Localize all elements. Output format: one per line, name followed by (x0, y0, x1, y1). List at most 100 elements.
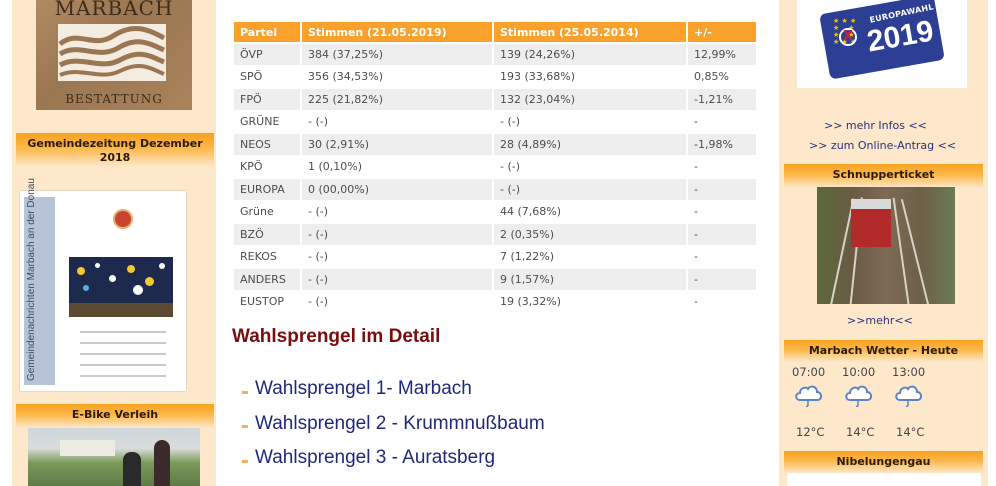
votes-2014-cell: 44 (7,68%) (494, 201, 686, 222)
table-row: ANDERS - (-) 9 (1,57%) - (234, 269, 756, 290)
rain-cloud-icon (894, 383, 944, 413)
table-row: BZÖ - (-) 2 (0,35%) - (234, 224, 756, 245)
party-cell: KPÖ (234, 156, 300, 177)
crest-icon (113, 209, 133, 229)
votes-2019-cell: - (-) (302, 246, 492, 267)
more-info-link[interactable]: >> mehr Infos << (824, 119, 927, 132)
weather-time: 07:00 (792, 365, 826, 379)
votes-2014-cell: - (-) (494, 111, 686, 132)
votes-2014-cell: 139 (24,26%) (494, 44, 686, 65)
table-row: ÖVP 384 (37,25%) 139 (24,26%) 12,99% (234, 44, 756, 65)
right-sidebar: ★ ★ ★ ★ ★ ★ ★ ★ ★ ★ X EUROPAWAHL 2019 >> me… (779, 0, 988, 486)
precinct-link-list: Wahlsprengel 1- Marbach Wahlsprengel 2 -… (242, 372, 545, 476)
votes-2014-cell: 19 (3,32%) (494, 291, 686, 312)
party-cell: Grüne (234, 201, 300, 222)
precinct-link-auratsberg[interactable]: Wahlsprengel 3 - Auratsberg (255, 447, 496, 469)
diff-cell: - (688, 246, 756, 267)
table-row: EUSTOP - (-) 19 (3,32%) - (234, 291, 756, 312)
column-header-party: Partei (234, 22, 300, 42)
votes-2019-cell: - (-) (302, 269, 492, 290)
ebike-header: E-Bike Verleih (16, 404, 214, 428)
table-row: SPÖ 356 (34,53%) 193 (33,68%) 0,85% (234, 66, 756, 87)
votes-2014-cell: 9 (1,57%) (494, 269, 686, 290)
gemeindezeitung-header: Gemeindezeitung Dezember 2018 (16, 133, 214, 167)
party-cell: SPÖ (234, 66, 300, 87)
bullet-icon (242, 459, 248, 463)
cover-spine-text: Gemeindenachrichten Marbach an der Donau (26, 178, 37, 381)
weather-header: Marbach Wetter - Heute (784, 340, 983, 362)
cover-spine (24, 197, 55, 385)
precinct-link-marbach[interactable]: Wahlsprengel 1- Marbach (255, 378, 472, 400)
list-item: Wahlsprengel 3 - Auratsberg (242, 441, 545, 476)
table-row: EUROPA 0 (00,00%) - (-) - (234, 179, 756, 200)
cover-text-lines (80, 331, 166, 386)
detail-heading: Wahlsprengel im Detail (232, 326, 441, 347)
table-row: FPÖ 225 (21,82%) 132 (23,04%) -1,21% (234, 89, 756, 110)
gemeindezeitung-cover-image[interactable]: Gemeindenachrichten Marbach an der Donau (20, 178, 186, 391)
list-item: Wahlsprengel 2 - Krummnußbaum (242, 407, 545, 442)
schnupperticket-more-link[interactable]: >>mehr<< (847, 314, 913, 327)
votes-2019-cell: 384 (37,25%) (302, 44, 492, 65)
votes-2019-cell: - (-) (302, 224, 492, 245)
cover-picture (69, 257, 173, 317)
bestattung-logo-subtitle: BESTATTUNG (65, 92, 163, 106)
table-row: GRÜNE - (-) - (-) - (234, 111, 756, 132)
votes-2019-cell: 356 (34,53%) (302, 66, 492, 87)
column-header-votes-2014: Stimmen (25.05.2014) (494, 22, 686, 42)
votes-2014-cell: - (-) (494, 179, 686, 200)
votes-2019-cell: - (-) (302, 111, 492, 132)
ballot-mark-icon: X (839, 28, 857, 46)
table-row: NEOS 30 (2,91%) 28 (4,89%) -1,98% (234, 134, 756, 155)
votes-2014-cell: 28 (4,89%) (494, 134, 686, 155)
party-cell: BZÖ (234, 224, 300, 245)
weather-temp: 14°C (846, 425, 875, 439)
votes-2019-cell: 225 (21,82%) (302, 89, 492, 110)
table-header-row: Partei Stimmen (21.05.2019) Stimmen (25.… (234, 22, 756, 42)
train-icon (851, 199, 891, 247)
nibelungengau-header: Nibelungengau (784, 451, 983, 473)
votes-2019-cell: 30 (2,91%) (302, 134, 492, 155)
bestattung-logo-title: MARBACH (54, 0, 174, 20)
bestattung-logo-banner[interactable]: MARBACH BESTATTUNG (36, 0, 192, 110)
weather-temps: 12°C 14°C 14°C (796, 425, 946, 439)
column-header-diff: +/- (688, 22, 756, 42)
diff-cell: -1,98% (688, 134, 756, 155)
schnupperticket-train-photo[interactable] (817, 187, 955, 304)
votes-2014-cell: 7 (1,22%) (494, 246, 686, 267)
weather-temp: 12°C (796, 425, 825, 439)
party-cell: EUROPA (234, 179, 300, 200)
diff-cell: - (688, 291, 756, 312)
ebike-photo[interactable] (28, 428, 200, 486)
diff-cell: 0,85% (688, 66, 756, 87)
list-item: Wahlsprengel 1- Marbach (242, 372, 545, 407)
online-request-link[interactable]: >> zum Online-Antrag << (809, 139, 957, 152)
party-cell: GRÜNE (234, 111, 300, 132)
rain-cloud-icon (844, 383, 894, 413)
party-cell: EUSTOP (234, 291, 300, 312)
election-results-table: Partei Stimmen (21.05.2019) Stimmen (25.… (232, 20, 758, 314)
waves-graphic-icon (58, 24, 166, 81)
diff-cell: - (688, 269, 756, 290)
table-row: Grüne - (-) 44 (7,68%) - (234, 201, 756, 222)
party-cell: NEOS (234, 134, 300, 155)
party-cell: FPÖ (234, 89, 300, 110)
weather-times: 07:00 10:00 13:00 (792, 365, 942, 379)
diff-cell: -1,21% (688, 89, 756, 110)
votes-2019-cell: - (-) (302, 201, 492, 222)
diff-cell: - (688, 156, 756, 177)
weather-temp: 14°C (896, 425, 925, 439)
votes-2014-cell: 2 (0,35%) (494, 224, 686, 245)
europawahl-logo[interactable]: ★ ★ ★ ★ ★ ★ ★ ★ ★ ★ X EUROPAWAHL 2019 (797, 0, 967, 88)
nibelungengau-content (787, 473, 981, 486)
diff-cell: - (688, 111, 756, 132)
bullet-icon (242, 425, 248, 429)
diff-cell: - (688, 224, 756, 245)
bullet-icon (242, 390, 248, 394)
weather-icons (794, 383, 944, 413)
party-cell: ÖVP (234, 44, 300, 65)
column-header-votes-2019: Stimmen (21.05.2019) (302, 22, 492, 42)
votes-2019-cell: - (-) (302, 291, 492, 312)
party-cell: REKOS (234, 246, 300, 267)
precinct-link-krummnussbaum[interactable]: Wahlsprengel 2 - Krummnußbaum (255, 412, 545, 434)
rain-cloud-icon (794, 383, 844, 413)
